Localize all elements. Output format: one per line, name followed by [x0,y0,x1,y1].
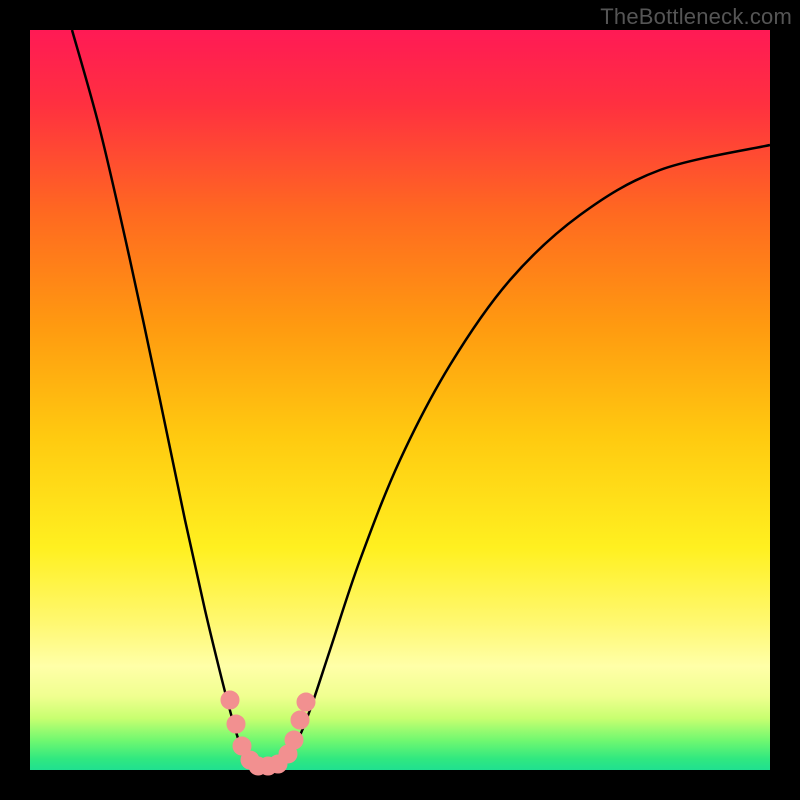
curve-marker [227,715,245,733]
curve-marker [221,691,239,709]
chart-container: TheBottleneck.com [0,0,800,800]
curve-marker [297,693,315,711]
curve-marker [291,711,309,729]
bottleneck-chart [0,0,800,800]
watermark-text: TheBottleneck.com [600,4,792,30]
plot-background [30,30,770,770]
curve-marker [285,731,303,749]
